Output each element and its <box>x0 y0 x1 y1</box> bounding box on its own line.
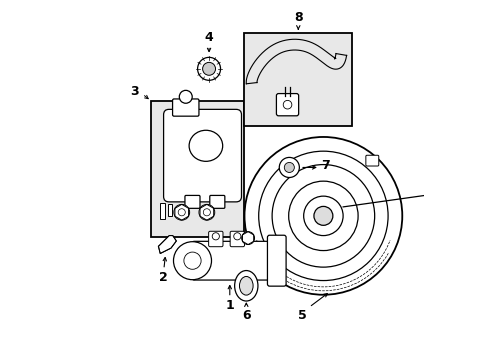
Polygon shape <box>158 235 176 253</box>
Circle shape <box>197 57 220 80</box>
FancyBboxPatch shape <box>267 235 285 286</box>
Text: 2: 2 <box>159 271 168 284</box>
FancyBboxPatch shape <box>184 195 200 208</box>
FancyBboxPatch shape <box>172 99 199 116</box>
Text: 3: 3 <box>130 85 139 98</box>
Ellipse shape <box>239 276 253 295</box>
FancyBboxPatch shape <box>276 94 298 116</box>
Ellipse shape <box>234 271 258 301</box>
Text: 4: 4 <box>204 31 213 44</box>
Text: 6: 6 <box>242 309 250 322</box>
Bar <box>244 33 351 126</box>
Text: 8: 8 <box>293 11 302 24</box>
FancyBboxPatch shape <box>365 155 378 166</box>
FancyBboxPatch shape <box>230 231 244 247</box>
Circle shape <box>202 62 215 75</box>
Text: 5: 5 <box>297 309 305 322</box>
Circle shape <box>241 231 254 244</box>
Circle shape <box>179 90 192 103</box>
Circle shape <box>313 206 332 225</box>
Text: 7: 7 <box>321 159 330 172</box>
Circle shape <box>284 162 294 172</box>
Bar <box>160 203 164 220</box>
Circle shape <box>279 157 299 177</box>
Circle shape <box>244 137 402 295</box>
FancyBboxPatch shape <box>208 231 223 247</box>
FancyBboxPatch shape <box>163 109 241 202</box>
Circle shape <box>173 242 211 280</box>
Bar <box>151 101 244 237</box>
Bar <box>168 204 171 216</box>
Text: 1: 1 <box>225 300 234 312</box>
Circle shape <box>174 204 189 220</box>
FancyBboxPatch shape <box>209 195 224 208</box>
FancyBboxPatch shape <box>192 241 275 280</box>
Circle shape <box>199 204 214 220</box>
